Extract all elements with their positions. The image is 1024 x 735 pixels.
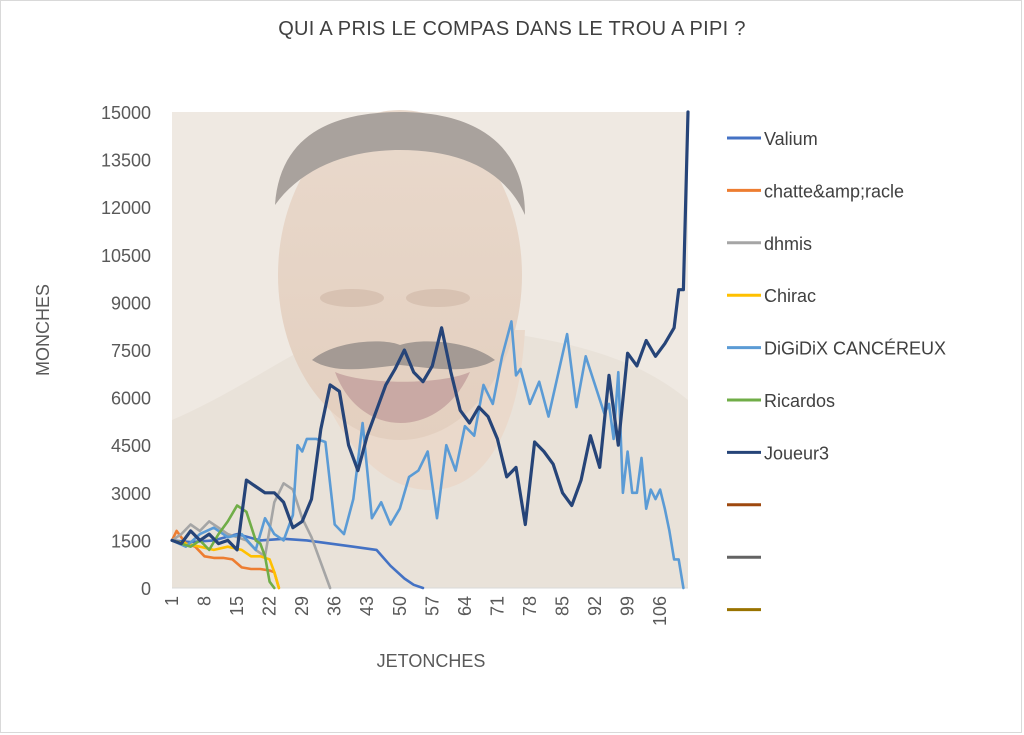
x-tick-label: 92 — [585, 596, 605, 616]
legend-label: Ricardos — [764, 391, 835, 411]
x-tick-label: 78 — [520, 596, 540, 616]
x-tick-label: 99 — [618, 596, 638, 616]
series-lines — [170, 110, 690, 590]
y-tick-label: 12000 — [101, 198, 151, 218]
series-line-digidix-canc-reux — [170, 320, 685, 590]
x-tick-label: 15 — [227, 596, 247, 616]
laughing-man-photo — [172, 110, 688, 588]
x-tick-label: 43 — [357, 596, 377, 616]
x-tick-label: 29 — [292, 596, 312, 616]
legend-label: DiGiDiX CANCÉREUX — [764, 339, 946, 359]
y-tick-label: 6000 — [111, 389, 151, 409]
y-tick-label: 1500 — [111, 531, 151, 551]
legend-label: chatte&amp;racle — [764, 181, 904, 201]
x-tick-label: 50 — [390, 596, 410, 616]
x-tick-label: 64 — [455, 596, 475, 616]
x-tick-label: 8 — [195, 596, 215, 606]
x-tick-label: 106 — [650, 596, 670, 626]
y-tick-label: 7500 — [111, 341, 151, 361]
chart-title: QUI A PRIS LE COMPAS DANS LE TROU A PIPI… — [278, 18, 746, 40]
x-tick-label: 1 — [162, 596, 182, 606]
x-tick-label: 36 — [325, 596, 345, 616]
x-tick-label: 22 — [260, 596, 280, 616]
legend-label: Valium — [764, 129, 818, 149]
y-tick-label: 15000 — [101, 103, 151, 123]
series-line-ricardos — [170, 504, 276, 590]
y-axis-title: MONCHES — [33, 284, 53, 376]
series-line-joueur3 — [170, 110, 690, 552]
y-tick-label: 13500 — [101, 151, 151, 171]
x-tick-label: 71 — [487, 596, 507, 616]
y-tick-label: 10500 — [101, 246, 151, 266]
x-tick-label: 85 — [552, 596, 572, 616]
y-tick-label: 3000 — [111, 484, 151, 504]
y-tick-label: 9000 — [111, 293, 151, 313]
x-axis-title: JETONCHES — [377, 651, 486, 671]
series-line-valium — [170, 532, 425, 590]
legend: Valium chatte&amp;racle dhmis Chirac DiGiDiX… — [727, 129, 946, 612]
x-axis-tick-labels: 1 8 15 22 29 36 43 50 57 64 71 78 85 92 99 106 — [162, 596, 670, 626]
y-axis-tick-labels: 0 1500 3000 4500 6000 7500 9000 10500 12000 13500… — [101, 103, 151, 599]
y-tick-label: 4500 — [111, 436, 151, 456]
legend-label: Chirac — [764, 286, 816, 306]
x-tick-label: 57 — [422, 596, 442, 616]
y-tick-label: 0 — [141, 579, 151, 599]
legend-label: dhmis — [764, 234, 812, 254]
legend-label: Joueur3 — [764, 443, 829, 463]
series-line-chirac — [170, 539, 281, 590]
